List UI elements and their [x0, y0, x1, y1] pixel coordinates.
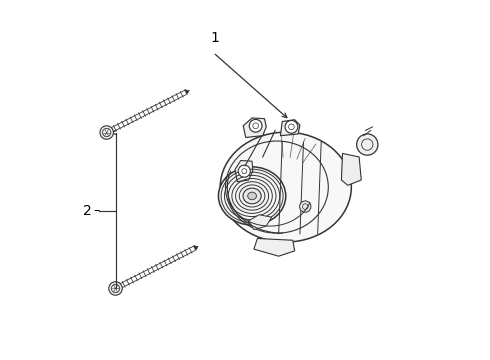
Ellipse shape — [219, 167, 286, 225]
Ellipse shape — [248, 192, 256, 200]
Polygon shape — [184, 90, 190, 95]
Polygon shape — [254, 238, 294, 256]
Circle shape — [299, 201, 311, 212]
Polygon shape — [235, 161, 253, 182]
Text: 1: 1 — [210, 31, 220, 45]
Ellipse shape — [243, 188, 261, 204]
Circle shape — [249, 120, 262, 132]
Polygon shape — [243, 118, 266, 138]
Polygon shape — [342, 153, 361, 185]
Text: –: – — [94, 204, 100, 217]
Polygon shape — [193, 246, 198, 251]
Ellipse shape — [220, 132, 351, 242]
Circle shape — [109, 282, 122, 295]
Circle shape — [357, 134, 378, 155]
Circle shape — [238, 165, 250, 177]
Polygon shape — [280, 120, 300, 136]
Circle shape — [285, 121, 298, 133]
Circle shape — [100, 126, 113, 139]
Polygon shape — [248, 215, 271, 230]
Text: 2: 2 — [83, 203, 92, 217]
